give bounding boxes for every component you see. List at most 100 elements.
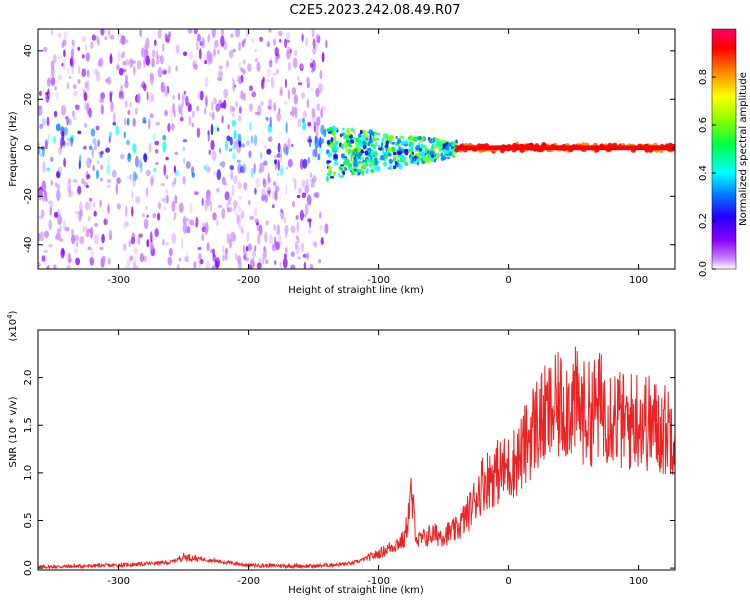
spectrogram-cell <box>182 146 186 152</box>
spectrogram-cell <box>329 176 335 179</box>
spectrogram-cell <box>254 245 257 252</box>
spectrogram-cell <box>318 259 322 264</box>
spectrogram-cell <box>250 257 255 264</box>
spectrogram-cell <box>287 61 292 72</box>
spectrogram-cell <box>92 137 97 145</box>
spectrogram-cell <box>247 243 252 249</box>
spectrogram-cell <box>249 215 255 220</box>
spectrogram-cell <box>115 125 120 136</box>
spectrogram-cell <box>174 151 179 155</box>
spectrogram-cell <box>228 148 233 152</box>
spectrogram-cell <box>142 213 145 218</box>
spectrogram-cell <box>116 203 121 210</box>
spectrogram-cell <box>271 243 277 252</box>
spectrogram-cell <box>319 138 325 145</box>
spectrogram-cell <box>253 162 256 174</box>
spectrogram-cell <box>297 118 302 128</box>
spectrogram-cell <box>95 169 100 180</box>
spectrogram-cell <box>254 218 259 223</box>
spectrogram-cell <box>253 207 258 217</box>
spectrogram-cell <box>388 158 393 164</box>
spectrogram-cell <box>277 159 280 171</box>
x-tick-label: -300 <box>107 576 130 587</box>
spectrogram-cell <box>38 104 43 116</box>
spectrogram-cell <box>144 42 149 49</box>
spectrogram-cell <box>210 139 215 151</box>
spectrogram-cell <box>284 38 288 49</box>
spectrogram-cell <box>326 172 332 177</box>
spectrogram-cell <box>118 91 123 99</box>
spectrogram-cell <box>213 48 216 58</box>
spectrogram-cell <box>145 205 148 211</box>
spectrogram-cell <box>63 126 68 136</box>
spectrogram-cell <box>156 50 159 61</box>
spectrogram-cell <box>71 43 76 51</box>
spectrogram-cell <box>55 91 59 100</box>
spectrogram-cell <box>176 263 180 269</box>
spectrogram-cell <box>321 105 326 112</box>
spectrogram-cell <box>380 154 385 161</box>
spectrogram-cell <box>39 231 44 242</box>
spectrogram-cell <box>366 168 369 174</box>
spectrogram-cell <box>232 152 237 160</box>
spectrogram-cell <box>71 234 76 245</box>
spectrogram-cell <box>149 113 154 119</box>
spectrogram-cell <box>305 178 309 188</box>
spectrogram-cell <box>53 110 58 118</box>
spectrogram-cell <box>272 72 278 76</box>
spectrogram-cell <box>139 29 143 38</box>
spectrogram-cell <box>85 201 89 211</box>
spectrogram-cell <box>285 166 289 170</box>
spectrogram-cell <box>321 52 325 63</box>
spectrogram-cell <box>124 265 130 269</box>
spectrogram-cell <box>343 132 347 136</box>
spectrogram-cell <box>342 170 346 176</box>
spectrogram-cell <box>383 133 386 139</box>
spectrogram-cell <box>396 159 400 164</box>
spectrogram-cell <box>182 51 188 57</box>
spectrogram-cell <box>231 77 235 82</box>
colorbar-tick-label: 0.8 <box>698 69 709 85</box>
spectrogram-cell <box>221 176 226 185</box>
spectrogram-cell <box>167 123 171 133</box>
spectrogram-cell <box>126 139 130 146</box>
spectrogram-cell <box>100 92 106 100</box>
spectrogram-cell <box>171 200 176 212</box>
spectrogram-cell <box>134 155 139 168</box>
spectrogram-cell <box>108 229 113 241</box>
spectrogram-cell <box>160 198 166 202</box>
spectrogram-cell <box>234 252 237 261</box>
spectrogram-cell <box>150 231 153 243</box>
spectrogram-cell <box>193 63 198 70</box>
spectrogram-cell <box>207 130 210 142</box>
spectrogram-cell <box>243 38 246 44</box>
spectrogram-cell <box>408 151 412 154</box>
spectrogram-cell <box>331 146 334 150</box>
spectrogram-cell <box>264 231 268 243</box>
spectrogram-cell <box>254 187 257 195</box>
spectrogram-cell <box>362 144 367 149</box>
y-tick-label: 2.0 <box>23 370 34 386</box>
spectrogram-cell <box>134 173 139 180</box>
spectrogram-cell <box>350 155 353 162</box>
spectrogram-cell <box>268 234 273 245</box>
spectrogram-cell <box>397 138 402 144</box>
spectrogram-cell <box>71 39 75 46</box>
spectrogram-cell <box>261 188 266 200</box>
spectrogram-cell <box>432 143 435 147</box>
spectrogram-cell <box>103 218 109 226</box>
spectrogram-cell <box>256 61 261 72</box>
spectrogram-cell <box>279 85 283 94</box>
spectrogram-cell <box>132 117 136 127</box>
spectrogram-cell <box>131 206 134 217</box>
y-tick-label: -40 <box>23 237 34 253</box>
spectrogram-cell <box>399 136 405 139</box>
spectrogram-cell <box>446 156 451 160</box>
spectrogram-cell <box>160 54 164 65</box>
spectrogram-cell <box>245 140 250 146</box>
spectrogram-cell <box>313 241 318 249</box>
spectrogram-cell <box>254 58 259 63</box>
spectrogram-cell <box>375 138 380 141</box>
spectrogram-cell <box>96 71 101 83</box>
spectrogram-x-ticks: -300 -200 -100 0 100 <box>107 29 648 286</box>
